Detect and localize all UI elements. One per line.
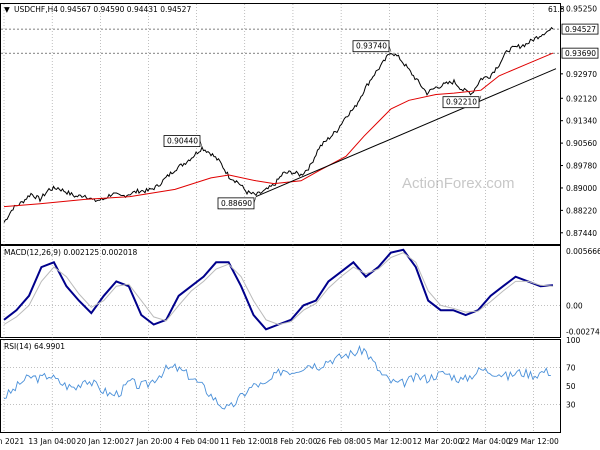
y-tick-label: 0.89000 [566, 184, 597, 193]
x-tick-label: 20 Jan 12:00 [77, 437, 125, 446]
macd-y-tick-label: 0.005666 [566, 247, 600, 256]
current-price-tag: 0.94527 [565, 25, 596, 34]
marker-box [217, 197, 255, 210]
price-line [3, 26, 554, 223]
marker-leader [199, 140, 203, 147]
macd-panel-frame [0, 245, 561, 338]
rsi-y-tick-label: 30 [566, 400, 576, 409]
y-tick-label: 0.90560 [566, 139, 597, 148]
support-trendline [255, 68, 557, 198]
price-panel-frame [0, 3, 561, 245]
header-arrow-icon: ▼ [4, 5, 10, 14]
macd-y-axis: 0.005666 0.00 -0.002741 [566, 247, 600, 337]
x-tick-label: 4 Feb 04:00 [174, 437, 219, 446]
rsi-series [1, 344, 560, 410]
rsi-y-tick-label: 100 [566, 336, 581, 345]
rsi-y-tick-label: 70 [566, 364, 576, 373]
y-tick-label: 0.92120 [566, 94, 597, 103]
marker-leader [478, 95, 482, 102]
macd-line [3, 248, 554, 331]
symbol-label: USDCHF,H4 [14, 5, 58, 14]
watermark: ActionForex.com [402, 175, 515, 192]
x-axis: 5 Jan 2021 13 Jan 04:0020 Jan 12:0027 Jan… [0, 437, 559, 446]
ohlc-label: 0.94567 0.94590 0.94431 0.94527 [60, 5, 191, 14]
x-tick-label: 5 Jan 2021 [0, 437, 24, 446]
y-tick-label: 0.89780 [566, 162, 597, 171]
marker-leader [253, 196, 257, 203]
ma-price-tag-box [561, 47, 599, 59]
moving-average-line [3, 52, 554, 208]
marker-label: 0.92210 [446, 98, 477, 107]
price-y-axis: 0.95250 0.92970 0.92120 0.91340 0.90560 0.897… [560, 4, 599, 238]
rsi-title: RSI(14) 64.9901 [4, 342, 65, 351]
macd-y-tick-label: 0.00 [566, 301, 583, 310]
y-tick-label: 0.91340 [566, 117, 597, 126]
price-markers: 0.90440 0.88690 0.93740 0.92210 [163, 40, 482, 210]
marker-label: 0.93740 [356, 42, 387, 51]
macd-y-tick-label: -0.002741 [566, 328, 600, 337]
x-tick-label: 12 Mar 20:00 [412, 437, 462, 446]
x-tick-label: 26 Feb 08:00 [316, 437, 365, 446]
x-tick-label: 18 Feb 20:00 [268, 437, 317, 446]
y-tick-label: 0.87440 [566, 229, 597, 238]
price-series [1, 26, 560, 223]
x-tick-label: 5 Mar 12:00 [367, 437, 413, 446]
y-tick-label: 0.88220 [566, 206, 597, 215]
ma-price-tag: 0.93690 [565, 49, 596, 58]
macd-signal-line [3, 252, 554, 326]
x-tick-label: 22 Mar 04:00 [461, 437, 511, 446]
marker-box [442, 96, 480, 109]
current-price-tag-box [561, 23, 599, 35]
x-tick-label: 13 Jan 04:00 [28, 437, 76, 446]
y-tick-label: 0.92970 [566, 70, 597, 79]
rsi-y-tick-label: 50 [566, 382, 576, 391]
y-tick-label: 0.95250 [566, 4, 597, 13]
rsi-line [3, 344, 551, 410]
corner-value: 61.8 [548, 5, 565, 14]
macd-series [1, 248, 560, 331]
marker-leader [388, 45, 392, 52]
marker-label: 0.90440 [167, 137, 198, 146]
rsi-panel-frame [0, 339, 561, 433]
macd-title: MACD(12,26,9) 0.002125 0.002018 [4, 248, 138, 257]
rsi-y-axis: 100 70 50 30 [566, 336, 581, 409]
x-tick-label: 27 Jan 20:00 [125, 437, 173, 446]
marker-label: 0.88690 [221, 199, 252, 208]
x-tick-label: 11 Feb 12:00 [220, 437, 269, 446]
x-tick-label: 29 Mar 12:00 [509, 437, 559, 446]
